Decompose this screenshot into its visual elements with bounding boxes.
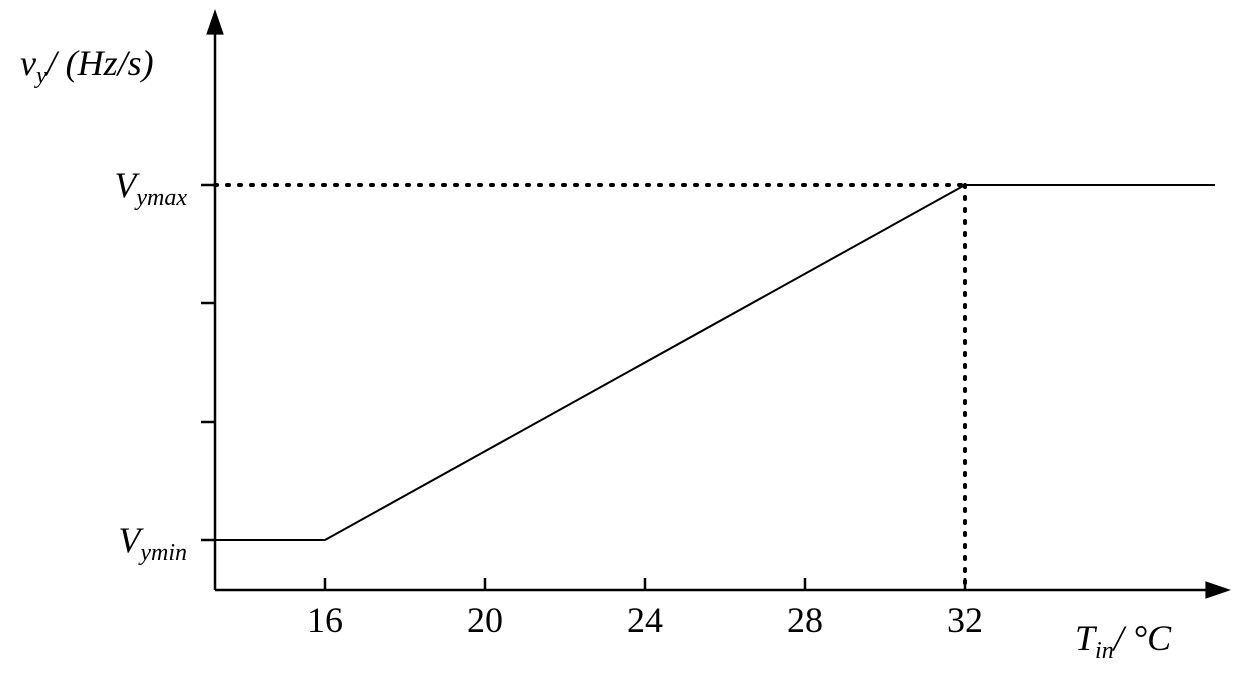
x-tick-label: 24	[627, 600, 663, 640]
line-chart: 1620242832VyminVymaxvy/ (Hz/s)Tin/ °C	[0, 0, 1240, 688]
x-tick-label: 28	[787, 600, 823, 640]
x-tick-label: 16	[307, 600, 343, 640]
chart-container: 1620242832VyminVymaxvy/ (Hz/s)Tin/ °C	[0, 0, 1240, 688]
x-tick-label: 20	[467, 600, 503, 640]
x-tick-label: 32	[947, 600, 983, 640]
x-axis-label: Tin/ °C	[1075, 618, 1172, 664]
